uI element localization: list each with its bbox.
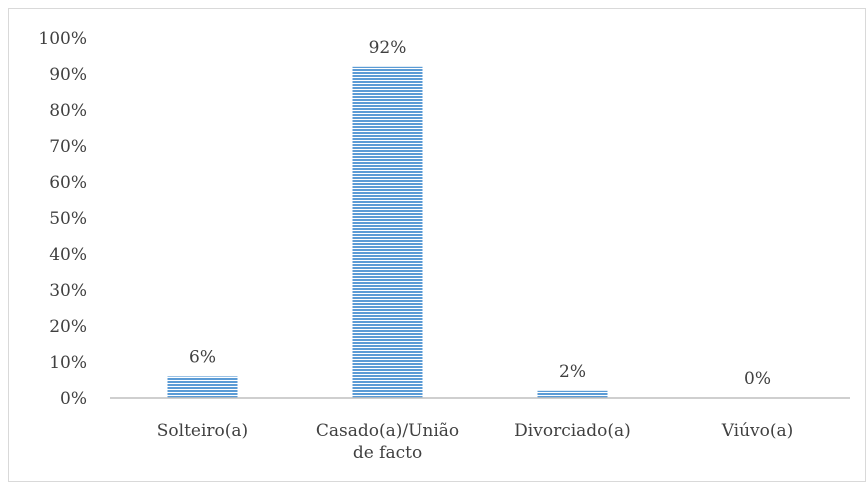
y-tick-label: 50%: [49, 209, 87, 229]
category-label: de facto: [353, 443, 422, 463]
data-label: 92%: [369, 38, 407, 58]
data-label: 0%: [744, 369, 771, 389]
data-label: 6%: [189, 347, 216, 367]
category-label: Solteiro(a): [157, 421, 248, 441]
data-labels: 6% 92% 2% 0%: [189, 38, 771, 389]
bar: [167, 376, 238, 398]
y-tick-label: 70%: [49, 137, 87, 157]
y-tick-label: 90%: [49, 65, 87, 85]
category-label: Casado(a)/União: [316, 421, 459, 441]
bars: [167, 66, 608, 399]
bar: [352, 66, 423, 399]
data-label: 2%: [559, 362, 586, 382]
y-tick-label: 60%: [49, 173, 87, 193]
category-label: Divorciado(a): [514, 421, 631, 441]
category-label: Viúvo(a): [721, 421, 794, 441]
y-tick-label: 100%: [38, 29, 87, 49]
y-tick-label: 30%: [49, 281, 87, 301]
y-tick-label: 0%: [60, 389, 87, 409]
bar: [537, 390, 608, 398]
y-tick-label: 10%: [49, 353, 87, 373]
chart-frame: [8, 8, 866, 482]
y-tick-label: 40%: [49, 245, 87, 265]
y-tick-label: 80%: [49, 101, 87, 121]
y-axis-tick-labels: 0% 10% 20% 30% 40% 50% 60% 70% 80% 90% 100%: [38, 29, 87, 409]
y-tick-label: 20%: [49, 317, 87, 337]
